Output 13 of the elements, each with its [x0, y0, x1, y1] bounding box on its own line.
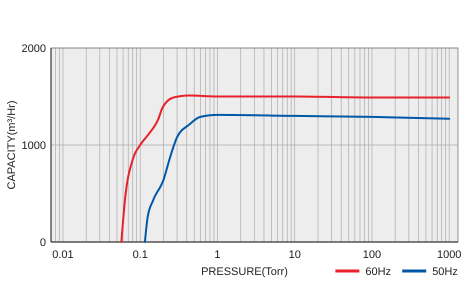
y-tick-label: 0	[40, 237, 46, 249]
x-tick-label: 1000	[436, 249, 462, 261]
y-tick-label: 1000	[22, 140, 46, 152]
x-tick-label: 10	[288, 249, 301, 261]
x-tick-label: 1	[214, 249, 221, 261]
x-tick-label: 0.01	[52, 249, 74, 261]
x-tick-label: 0.1	[132, 249, 148, 261]
legend-label: 50Hz	[432, 266, 458, 278]
x-tick-label: 100	[362, 249, 382, 261]
x-axis-title: PRESSURE(Torr)	[201, 266, 288, 278]
y-tick-label: 2000	[22, 43, 46, 55]
legend-label: 60Hz	[365, 266, 392, 278]
y-axis-title: CAPACITY(m³/Hr)	[6, 100, 18, 190]
